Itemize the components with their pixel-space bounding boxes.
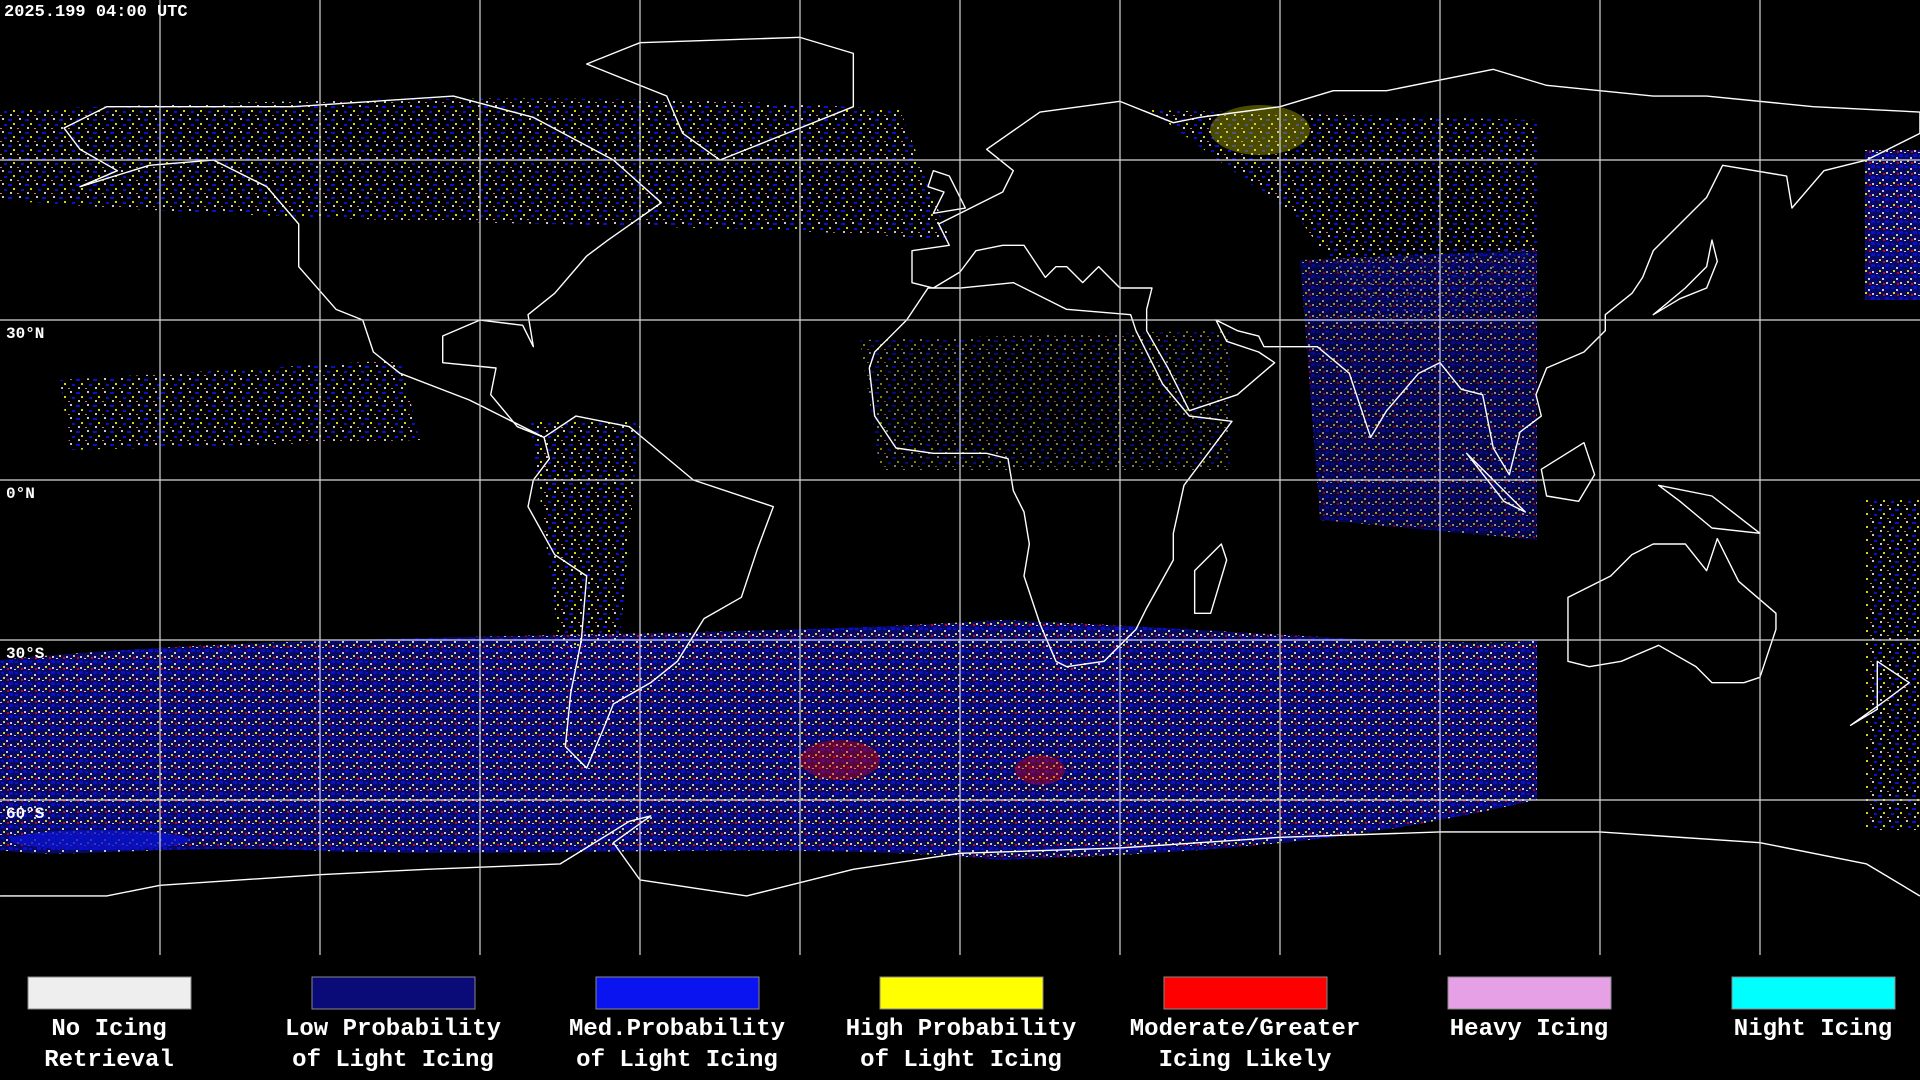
legend-swatch [27,976,192,1010]
icing-field [1015,755,1065,785]
latitude-labels: 30°N 0°N 30°S 60°S [6,325,45,823]
legend-label: Night Icing [1734,1016,1892,1043]
legend-label: of Light Icing [860,1047,1062,1074]
coastline [869,283,1232,667]
coastline [1653,240,1717,315]
legend-label: of Light Icing [292,1047,494,1074]
legend-label: Med.Probability [569,1016,785,1043]
icing-field [530,420,640,650]
icing-field [0,98,950,240]
legend-swatch [595,976,760,1010]
latitude-label: 30°N [6,325,44,343]
icing-field [1865,150,1920,300]
legend-label: Icing Likely [1159,1047,1332,1074]
legend-label: Heavy Icing [1450,1016,1608,1043]
coastline [587,37,854,160]
coastline [1195,544,1227,613]
icing-field [1300,250,1537,540]
icing-field [800,740,880,780]
latitude-label: 30°S [6,645,45,663]
legend-label: No Icing [51,1016,166,1043]
map-area: 2025.199 04:00 UTC 30°N 0°N 30°S 60°S [0,0,1920,955]
coastline [1541,443,1594,502]
icing-field [1210,105,1310,155]
coastline [1467,453,1526,512]
legend-swatch [1163,976,1328,1010]
icing-field [60,360,420,450]
coastline [528,416,773,768]
legend-label: of Light Icing [576,1047,778,1074]
graticule [0,0,1920,955]
legend-label: High Probability [846,1016,1076,1043]
legend-label: Moderate/Greater [1130,1016,1360,1043]
coastline [928,171,965,214]
icing-field [860,330,1230,470]
legend-swatch [879,976,1044,1010]
latitude-label: 60°S [6,805,45,823]
coastline [1851,661,1910,725]
coastline [1659,485,1760,533]
icing-field [1865,500,1920,830]
coastline [64,96,661,437]
coastline [1568,539,1776,683]
legend-label: Retrieval [44,1047,174,1074]
icing-field [10,830,190,850]
legend-swatch [1447,976,1612,1010]
icing-field [0,620,1537,860]
latitude-label: 0°N [6,485,35,503]
coastline [0,816,1920,896]
timestamp: 2025.199 04:00 UTC [4,3,188,22]
legend-swatch [1731,976,1896,1010]
legend-background [0,955,1920,1080]
legend-label: Low Probability [285,1016,501,1043]
legend: No Icing Retrieval Low Probability of Light… [27,976,1896,1074]
legend-swatch [311,976,476,1010]
